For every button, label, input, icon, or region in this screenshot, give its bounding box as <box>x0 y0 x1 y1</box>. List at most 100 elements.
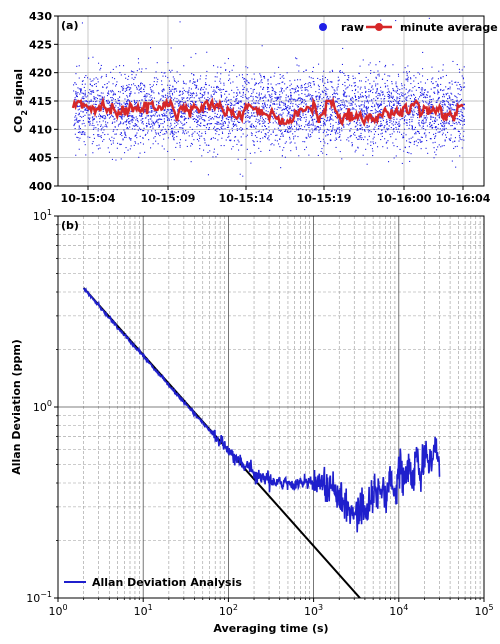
raw-point <box>238 117 240 119</box>
raw-point <box>243 86 245 88</box>
raw-point <box>125 124 127 126</box>
raw-point <box>337 93 339 95</box>
raw-point <box>88 121 90 123</box>
raw-point <box>169 91 171 93</box>
raw-point <box>128 89 130 91</box>
raw-point <box>373 98 375 100</box>
raw-point <box>199 135 201 137</box>
raw-point <box>360 96 362 98</box>
raw-point <box>93 91 95 93</box>
raw-point <box>150 147 152 149</box>
raw-point <box>194 131 196 133</box>
raw-point <box>290 92 292 94</box>
raw-point <box>245 78 247 80</box>
raw-point <box>191 143 193 145</box>
raw-point <box>126 127 128 129</box>
raw-point <box>250 95 252 97</box>
raw-point <box>263 76 265 78</box>
raw-point <box>201 135 203 137</box>
raw-point <box>291 114 293 116</box>
raw-point <box>380 98 382 100</box>
raw-point <box>81 22 83 24</box>
raw-point <box>393 99 395 101</box>
raw-point <box>232 146 234 148</box>
raw-point <box>305 146 307 148</box>
raw-point <box>137 143 139 145</box>
raw-point <box>224 128 226 130</box>
raw-point <box>352 75 354 77</box>
raw-point <box>181 110 183 112</box>
raw-point <box>214 126 216 128</box>
raw-point <box>364 136 366 138</box>
raw-point <box>185 130 187 132</box>
raw-point <box>177 131 179 133</box>
raw-point <box>181 98 183 100</box>
raw-point <box>314 110 316 112</box>
raw-point <box>354 77 356 79</box>
raw-point <box>294 142 296 144</box>
raw-point <box>418 122 420 124</box>
raw-point <box>322 81 324 83</box>
raw-point <box>351 108 353 110</box>
raw-point <box>140 71 142 73</box>
raw-point <box>176 98 178 100</box>
raw-point <box>313 83 315 85</box>
raw-point <box>411 125 413 127</box>
raw-point <box>228 133 230 135</box>
raw-point <box>283 109 285 111</box>
raw-point <box>274 91 276 93</box>
raw-point <box>238 128 240 130</box>
raw-point <box>442 69 444 71</box>
raw-point <box>376 103 378 105</box>
raw-point <box>398 128 400 130</box>
raw-point <box>320 150 322 152</box>
raw-point <box>318 98 320 100</box>
raw-point <box>204 120 206 122</box>
raw-point <box>182 87 184 89</box>
raw-point <box>156 101 158 103</box>
raw-point <box>322 117 324 119</box>
raw-point <box>231 104 233 106</box>
raw-point <box>361 111 363 113</box>
raw-point <box>279 104 281 106</box>
raw-point <box>289 89 291 91</box>
raw-point <box>355 84 357 86</box>
raw-point <box>365 126 367 128</box>
raw-point <box>80 89 82 91</box>
raw-point <box>265 118 267 120</box>
raw-point <box>306 137 308 139</box>
raw-point <box>193 111 195 113</box>
raw-point <box>349 136 351 138</box>
raw-point <box>246 97 248 99</box>
raw-point <box>163 112 165 114</box>
raw-point <box>379 105 381 107</box>
raw-point <box>204 108 206 110</box>
raw-point <box>310 98 312 100</box>
raw-point <box>135 119 137 121</box>
raw-point <box>346 87 348 89</box>
raw-point <box>165 130 167 132</box>
raw-point <box>213 148 215 150</box>
raw-point <box>165 75 167 77</box>
raw-point <box>360 135 362 137</box>
raw-point <box>463 66 465 68</box>
raw-point <box>85 109 87 111</box>
raw-point <box>347 79 349 81</box>
raw-point <box>107 115 109 117</box>
raw-point <box>89 114 91 116</box>
raw-point <box>323 70 325 72</box>
raw-point <box>321 148 323 150</box>
raw-point <box>327 79 329 81</box>
raw-point <box>430 118 432 120</box>
raw-point <box>224 122 226 124</box>
raw-point <box>461 147 463 149</box>
raw-point <box>122 138 124 140</box>
raw-point <box>359 135 361 137</box>
raw-point <box>318 131 320 133</box>
raw-point <box>403 94 405 96</box>
raw-point <box>75 95 77 97</box>
raw-point <box>208 119 210 121</box>
raw-point <box>392 121 394 123</box>
raw-point <box>251 100 253 102</box>
raw-point <box>408 114 410 116</box>
